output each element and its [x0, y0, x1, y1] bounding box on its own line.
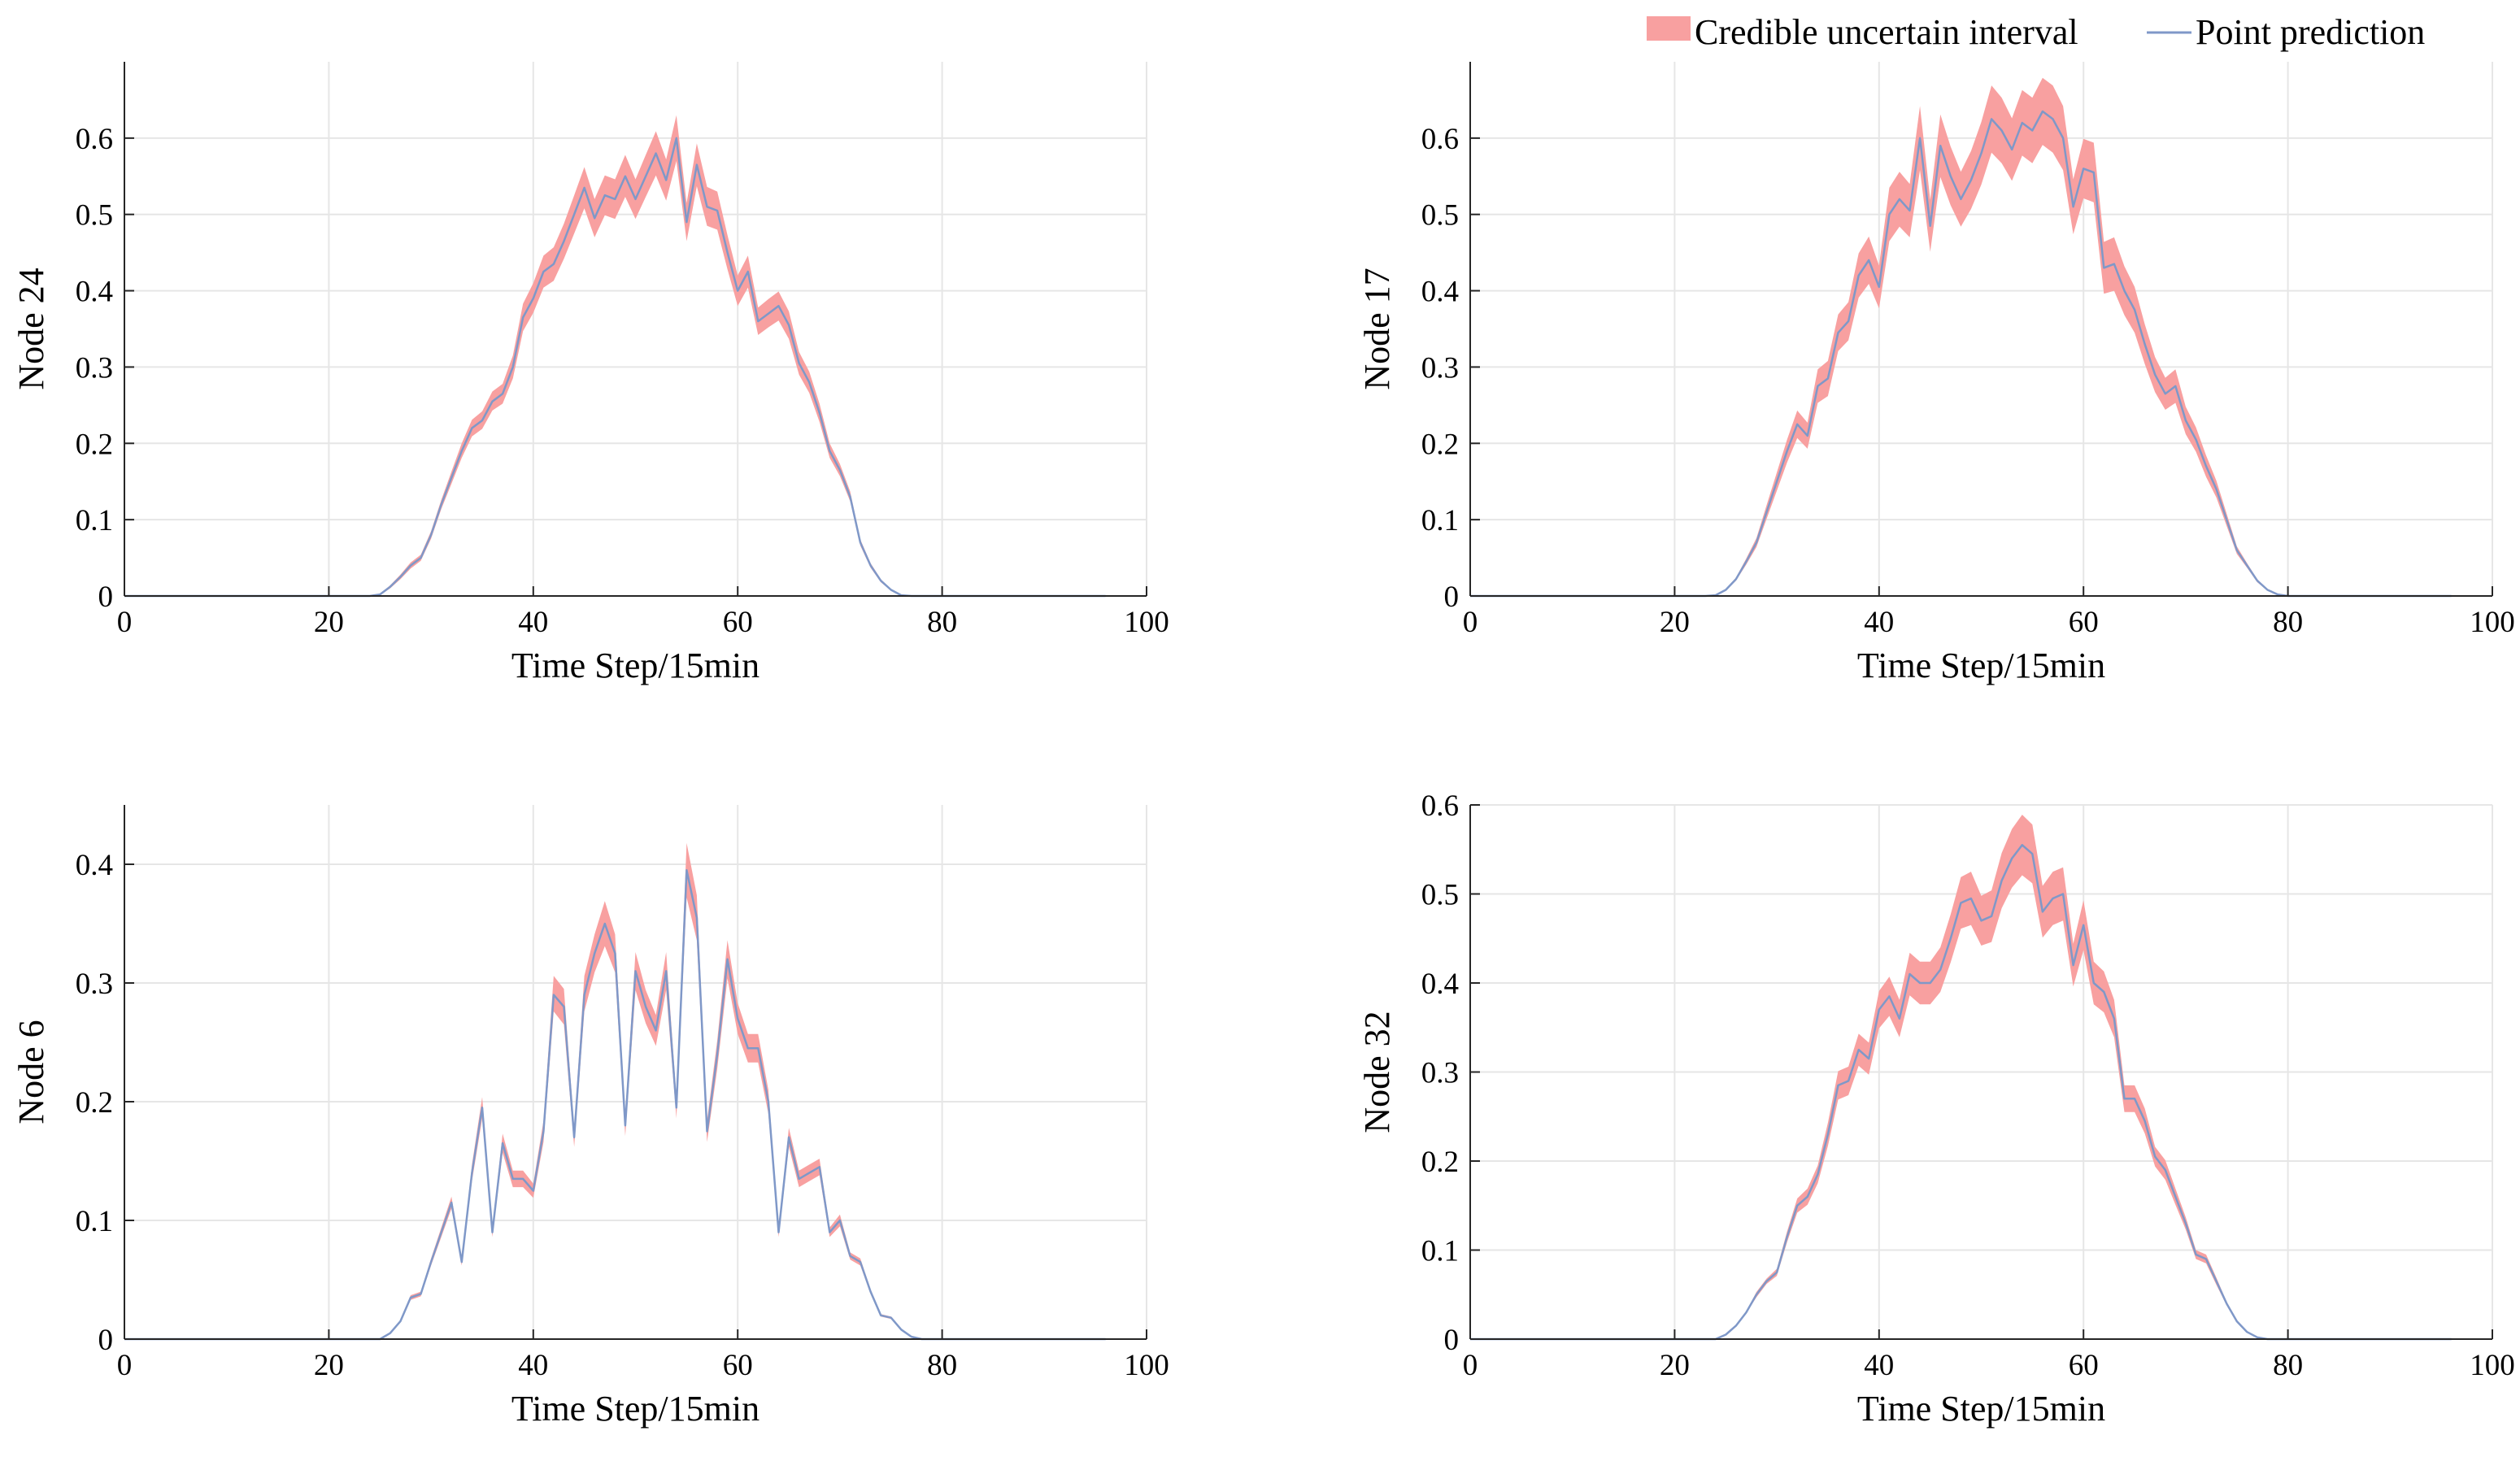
x-tick-label: 80	[927, 606, 957, 639]
legend-interval-label: Credible uncertain interval	[1695, 12, 2078, 52]
panel-grid	[124, 805, 1147, 1339]
panel-axes	[124, 805, 1147, 1340]
x-tick-label: 0	[117, 606, 133, 639]
x-tick-label: 80	[927, 1349, 957, 1382]
panel-node-6: 0 20 40 60 80 100 0 0.1 0.2 0.3 0.4 Time Step/15mi…	[11, 805, 1169, 1429]
y-tick-label: 0.5	[1421, 199, 1459, 233]
legend: Credible uncertain interval Point predic…	[1647, 12, 2425, 52]
y-tick-label: 0.5	[76, 199, 113, 233]
credible-interval-band	[124, 842, 1106, 1339]
y-tick-label: 0.4	[76, 276, 113, 309]
y-axis-title: Node 32	[1357, 1011, 1397, 1133]
panel-grid	[124, 62, 1147, 596]
x-tick-label: 0	[117, 1349, 133, 1382]
credible-interval-band	[1470, 77, 2452, 596]
y-tick-label: 0.6	[1421, 123, 1459, 156]
panel-grid	[1470, 804, 2493, 1339]
panel-node-17: 0 20 40 60 80 100 0 0.1 0.2 0.3 0.4 0.5 0.6 Time Ste…	[1357, 62, 2515, 685]
y-tick-label: 0	[1444, 581, 1460, 614]
legend-point-label: Point prediction	[2196, 12, 2425, 52]
y-tick-label: 0.3	[1421, 351, 1459, 385]
y-tick-label: 0.2	[76, 1086, 113, 1120]
panel-node-24: 0 20 40 60 80 100 0 0.1 0.2 0.3 0.4 0.5 0.6 Time Ste…	[11, 62, 1169, 685]
x-tick-label: 40	[518, 606, 548, 639]
y-tick-label: 0.3	[76, 351, 113, 385]
x-axis-title: Time Step/15min	[1857, 1389, 2105, 1429]
x-tick-label: 60	[723, 606, 753, 639]
x-tick-label: 40	[1864, 1349, 1894, 1382]
y-tick-label: 0.2	[76, 428, 113, 461]
y-tick-label: 0.1	[76, 504, 113, 537]
x-tick-label: 0	[1463, 1349, 1478, 1382]
y-tick-label: 0	[98, 581, 114, 614]
x-tick-label: 40	[1864, 606, 1894, 639]
y-tick-label: 0.1	[76, 1205, 113, 1238]
x-tick-label: 20	[314, 606, 344, 639]
y-axis-title: Node 6	[11, 1020, 51, 1124]
y-tick-label: 0.4	[76, 849, 113, 882]
x-axis-title: Time Step/15min	[511, 1389, 759, 1429]
x-tick-label: 80	[2273, 606, 2303, 639]
y-axis-title: Node 17	[1357, 267, 1397, 389]
panel-ticks: 0 20 40 60 80 100 0 0.1 0.2 0.3 0.4 0.5 0.6	[1421, 123, 2515, 639]
y-axis-title: Node 24	[11, 267, 51, 389]
y-tick-label: 0.6	[76, 123, 113, 156]
x-tick-label: 60	[2069, 606, 2099, 639]
x-axis-title: Time Step/15min	[1857, 646, 2105, 685]
y-tick-label: 0.2	[1421, 428, 1459, 461]
panel-ticks: 0 20 40 60 80 100 0 0.1 0.2 0.3 0.4 0.5 0.6	[1421, 789, 2515, 1382]
x-tick-label: 20	[1660, 1349, 1690, 1382]
y-tick-label: 0	[1444, 1324, 1460, 1357]
y-tick-label: 0.6	[1421, 789, 1459, 823]
panel-axes	[124, 62, 1147, 597]
x-tick-label: 60	[2069, 1349, 2099, 1382]
x-tick-label: 20	[314, 1349, 344, 1382]
x-tick-label: 100	[2470, 606, 2515, 639]
y-tick-label: 0.3	[76, 968, 113, 1001]
x-tick-label: 40	[518, 1349, 548, 1382]
x-tick-label: 100	[2470, 1349, 2515, 1382]
y-tick-label: 0.4	[1421, 968, 1459, 1001]
y-tick-label: 0.5	[1421, 879, 1459, 912]
y-tick-label: 0.1	[1421, 504, 1459, 537]
legend-interval-swatch	[1647, 16, 1691, 41]
x-axis-title: Time Step/15min	[511, 646, 759, 685]
y-tick-label: 0.3	[1421, 1057, 1459, 1090]
y-tick-label: 0.1	[1421, 1235, 1459, 1268]
y-tick-label: 0.4	[1421, 276, 1459, 309]
y-tick-label: 0	[98, 1324, 114, 1357]
credible-interval-band	[124, 115, 1106, 596]
x-tick-label: 100	[1124, 1349, 1169, 1382]
x-tick-label: 100	[1124, 606, 1169, 639]
credible-interval-band	[1470, 815, 2452, 1339]
y-tick-label: 0.2	[1421, 1146, 1459, 1179]
panel-ticks: 0 20 40 60 80 100 0 0.1 0.2 0.3 0.4 0.5 0.6	[76, 123, 1169, 639]
panel-ticks: 0 20 40 60 80 100 0 0.1 0.2 0.3 0.4	[76, 849, 1169, 1382]
panel-grid	[1470, 62, 2493, 596]
panel-node-32: 0 20 40 60 80 100 0 0.1 0.2 0.3 0.4 0.5 0.6 Time Ste…	[1357, 789, 2515, 1429]
x-tick-label: 60	[723, 1349, 753, 1382]
panel-axes	[1469, 62, 2492, 597]
x-tick-label: 0	[1463, 606, 1478, 639]
x-tick-label: 80	[2273, 1349, 2303, 1382]
x-tick-label: 20	[1660, 606, 1690, 639]
